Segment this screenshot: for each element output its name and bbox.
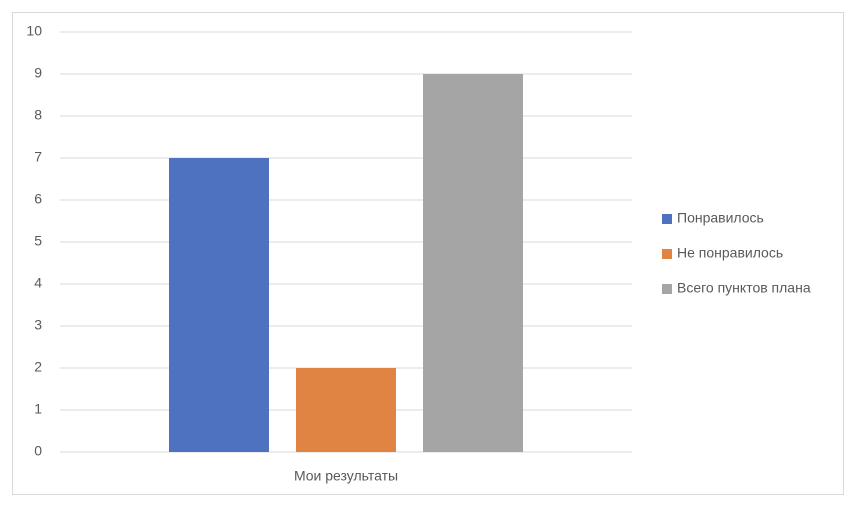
y-tick-label: 9 [34, 65, 42, 81]
y-tick-label: 4 [34, 275, 42, 291]
y-tick-label: 0 [34, 443, 42, 459]
y-tick-label: 2 [34, 359, 42, 375]
bar [169, 158, 269, 452]
y-tick-label: 10 [26, 23, 42, 39]
legend-swatch [662, 284, 672, 294]
legend-swatch [662, 249, 672, 259]
bar [423, 74, 523, 452]
y-tick-label: 1 [34, 401, 42, 417]
y-tick-label: 7 [34, 149, 42, 165]
legend-label: Понравилось [677, 210, 764, 226]
legend-label: Не понравилось [677, 245, 783, 261]
y-tick-label: 5 [34, 233, 42, 249]
legend-label: Всего пунктов плана [677, 280, 811, 296]
legend-swatch [662, 214, 672, 224]
bar [296, 368, 396, 452]
y-tick-label: 6 [34, 191, 42, 207]
y-tick-label: 3 [34, 317, 42, 333]
x-tick-label: Мои результаты [294, 468, 398, 484]
y-tick-label: 8 [34, 107, 42, 123]
